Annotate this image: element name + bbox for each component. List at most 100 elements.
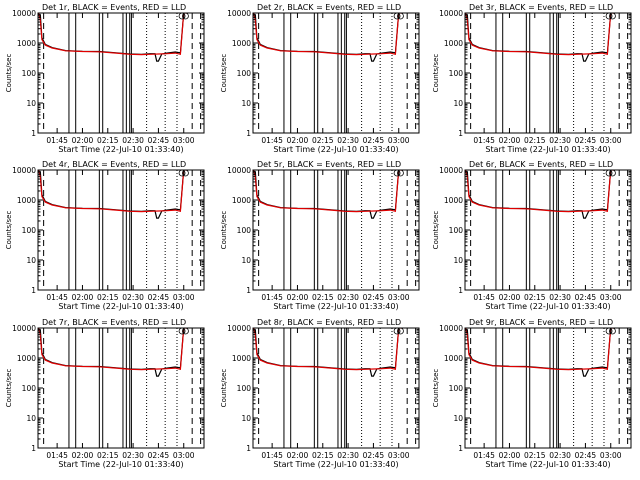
y-tick-label: 1 — [246, 129, 251, 138]
x-axis-label: Start Time (22-Jul-10 01:33:40) — [58, 302, 183, 311]
x-tick-label: 03:00 — [600, 451, 622, 460]
plot-frame — [252, 12, 420, 134]
x-axis-label: Start Time (22-Jul-10 01:33:40) — [273, 302, 398, 311]
y-tick-label: 10 — [26, 256, 36, 265]
plot-frame — [37, 12, 205, 134]
x-tick-label: 02:15 — [524, 293, 546, 302]
y-tick-label: 10 — [241, 256, 251, 265]
series-line-lld — [253, 328, 403, 371]
x-tick-label: 03:00 — [388, 451, 410, 460]
y-tick-label: 10000 — [227, 9, 251, 18]
panel-7: 1 10 100 1000 10000 01:45 02:00 02:15 02:30 02:45… — [5, 318, 205, 469]
top-marker — [393, 328, 401, 335]
x-tick-label: 02:45 — [148, 293, 170, 302]
plot-frame — [252, 327, 420, 449]
x-tick-label: 03:00 — [388, 136, 410, 145]
plot-frame — [464, 327, 632, 449]
x-tick-label: 02:30 — [122, 293, 144, 302]
x-tick-label: 01:45 — [46, 293, 68, 302]
x-tick-label: 02:15 — [524, 451, 546, 460]
y-axis-label: Counts/sec — [5, 211, 13, 250]
y-tick-label: 10000 — [227, 324, 251, 333]
top-marker — [609, 170, 616, 177]
y-tick-label: 10000 — [439, 324, 463, 333]
y-axis-label: Counts/sec — [5, 369, 13, 408]
top-marker — [182, 328, 189, 335]
y-tick-label: 1 — [31, 286, 36, 295]
y-tick-label: 10000 — [12, 9, 36, 18]
y-axis-label: Counts/sec — [432, 211, 440, 250]
y-tick-label: 100 — [449, 226, 464, 235]
x-tick-label: 02:00 — [72, 451, 94, 460]
x-tick-label: 02:45 — [363, 136, 385, 145]
top-marker — [397, 170, 404, 177]
x-tick-label: 01:45 — [46, 451, 68, 460]
x-tick-label: 02:00 — [499, 136, 521, 145]
x-tick-label: 02:15 — [312, 293, 334, 302]
y-tick-label: 10 — [453, 99, 463, 108]
panel-5: 1 10 100 1000 10000 01:45 02:00 02:15 02:30 02:45… — [220, 160, 420, 311]
x-tick-label: 02:30 — [337, 451, 359, 460]
y-tick-label: 10 — [26, 414, 36, 423]
y-tick-label: 1000 — [17, 196, 36, 205]
panel-3: 1 10 100 1000 10000 01:45 02:00 02:15 02:30 02:45… — [432, 3, 632, 154]
y-tick-label: 10 — [241, 99, 251, 108]
series-line-lld — [38, 328, 188, 371]
y-tick-label: 1 — [458, 286, 463, 295]
panel-title: Det 1r, BLACK = Events, RED = LLD — [42, 3, 186, 12]
plot-frame — [464, 169, 632, 291]
y-tick-label: 10 — [453, 256, 463, 265]
x-tick-label: 03:00 — [388, 293, 410, 302]
y-axis-label: Counts/sec — [432, 369, 440, 408]
y-axis-label: Counts/sec — [220, 54, 228, 93]
x-axis-label: Start Time (22-Jul-10 01:33:40) — [485, 460, 610, 469]
top-marker — [182, 170, 189, 177]
plot-area — [253, 13, 417, 133]
plot-frame — [37, 327, 205, 449]
x-tick-label: 03:00 — [600, 136, 622, 145]
x-tick-label: 01:45 — [261, 136, 283, 145]
y-tick-label: 100 — [449, 384, 464, 393]
x-tick-label: 01:45 — [473, 136, 495, 145]
panel-title: Det 7r, BLACK = Events, RED = LLD — [42, 318, 186, 327]
y-tick-label: 10000 — [439, 9, 463, 18]
y-tick-label: 1 — [246, 444, 251, 453]
x-tick-label: 02:45 — [363, 293, 385, 302]
y-axis-label: Counts/sec — [5, 54, 13, 93]
x-tick-label: 03:00 — [173, 451, 195, 460]
y-axis-label: Counts/sec — [432, 54, 440, 93]
x-tick-label: 01:45 — [46, 136, 68, 145]
plot-area — [253, 170, 417, 290]
y-tick-label: 1000 — [444, 354, 463, 363]
panel-6: 1 10 100 1000 10000 01:45 02:00 02:15 02:30 02:45… — [432, 160, 632, 311]
panel-title: Det 5r, BLACK = Events, RED = LLD — [257, 160, 401, 169]
x-axis-label: Start Time (22-Jul-10 01:33:40) — [273, 460, 398, 469]
y-tick-label: 1000 — [17, 39, 36, 48]
x-tick-label: 02:15 — [97, 136, 119, 145]
x-tick-label: 02:30 — [122, 136, 144, 145]
y-tick-label: 1000 — [232, 39, 251, 48]
x-tick-label: 02:45 — [148, 136, 170, 145]
x-tick-label: 02:45 — [575, 451, 597, 460]
x-tick-label: 02:30 — [549, 293, 571, 302]
panel-title: Det 6r, BLACK = Events, RED = LLD — [469, 160, 613, 169]
plot-area — [465, 13, 629, 133]
x-tick-label: 02:15 — [97, 293, 119, 302]
x-tick-label: 02:15 — [312, 451, 334, 460]
y-tick-label: 100 — [22, 69, 37, 78]
y-tick-label: 100 — [22, 226, 37, 235]
panel-title: Det 3r, BLACK = Events, RED = LLD — [469, 3, 613, 12]
x-tick-label: 02:30 — [549, 136, 571, 145]
panel-title: Det 8r, BLACK = Events, RED = LLD — [257, 318, 401, 327]
x-tick-label: 01:45 — [473, 293, 495, 302]
top-marker — [178, 13, 186, 20]
x-tick-label: 02:00 — [499, 293, 521, 302]
plot-area — [38, 170, 202, 290]
y-tick-label: 10 — [26, 99, 36, 108]
x-tick-label: 02:45 — [148, 451, 170, 460]
plot-frame — [252, 169, 420, 291]
x-tick-label: 03:00 — [173, 293, 195, 302]
y-tick-label: 1000 — [444, 196, 463, 205]
x-tick-label: 02:15 — [524, 136, 546, 145]
